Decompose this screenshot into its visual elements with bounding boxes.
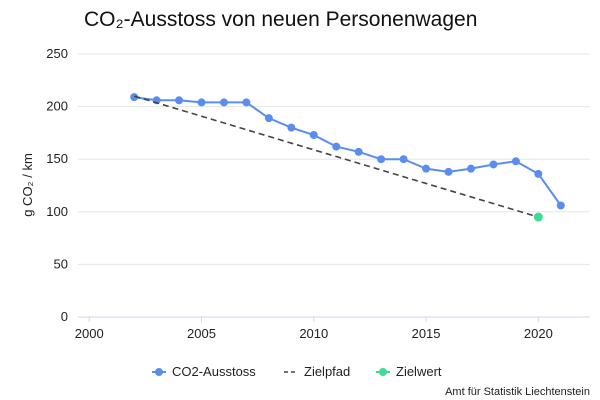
data-point-co2-ausstoss (309, 131, 318, 140)
y-axis-title: g CO₂ / km (20, 153, 35, 217)
x-tick-label: 2005 (187, 326, 216, 341)
data-point-co2-ausstoss (534, 169, 543, 178)
data-point-co2-ausstoss (466, 164, 475, 173)
legend-label: Zielpfad (304, 364, 350, 379)
series-line-co2-ausstoss (134, 96, 562, 207)
x-tick-label: 2010 (299, 326, 328, 341)
data-point-co2-ausstoss (242, 98, 251, 107)
source-credit: Amt für Statistik Liechtenstein (445, 386, 590, 398)
legend-item-zielwert: Zielwert (376, 364, 442, 379)
data-point-co2-ausstoss (556, 201, 565, 210)
data-point-co2-ausstoss (264, 114, 273, 123)
data-point-co2-ausstoss (354, 147, 363, 156)
data-point-co2-ausstoss (130, 93, 139, 102)
data-point-zielwert (533, 212, 543, 222)
data-point-co2-ausstoss (332, 142, 341, 151)
legend-label: CO2-Ausstoss (172, 364, 256, 379)
y-tick-label: 250 (46, 46, 68, 61)
chart-title: CO₂-Ausstoss von neuen Personenwagen (84, 8, 478, 31)
data-point-co2-ausstoss (377, 155, 386, 164)
x-tick-label: 2020 (524, 326, 553, 341)
legend-item-co2-ausstoss: CO2-Ausstoss (152, 364, 256, 379)
y-tick-label: 0 (61, 309, 68, 324)
legend-item-zielpfad: Zielpfad (284, 364, 350, 379)
grid-lines (78, 53, 590, 265)
legend: CO2-Ausstoss Zielpfad Zielwert (152, 364, 442, 379)
data-point-co2-ausstoss (219, 98, 228, 107)
y-tick-label: 100 (46, 204, 68, 219)
axes: 0 50 100 150 200 250 2000 2005 2010 2015 2020 (46, 46, 590, 341)
y-tick-label: 200 (46, 99, 68, 114)
x-tick-label: 2015 (412, 326, 441, 341)
y-tick-label: 50 (54, 256, 68, 271)
data-point-co2-ausstoss (399, 155, 408, 164)
data-point-co2-ausstoss (197, 98, 206, 107)
data-point-co2-ausstoss (489, 160, 498, 169)
data-point-co2-ausstoss (511, 157, 520, 166)
x-tick-label: 2000 (75, 326, 104, 341)
series-line-zielpfad (133, 95, 539, 218)
legend-swatch-marker (379, 368, 387, 376)
data-point-co2-ausstoss (287, 123, 296, 132)
data-point-co2-ausstoss (175, 96, 184, 105)
legend-swatch-marker (155, 368, 163, 376)
data-point-co2-ausstoss (444, 167, 453, 176)
data-point-co2-ausstoss (422, 164, 431, 173)
series-layer (130, 93, 565, 222)
legend-label: Zielwert (396, 364, 442, 379)
y-tick-label: 150 (46, 151, 68, 166)
